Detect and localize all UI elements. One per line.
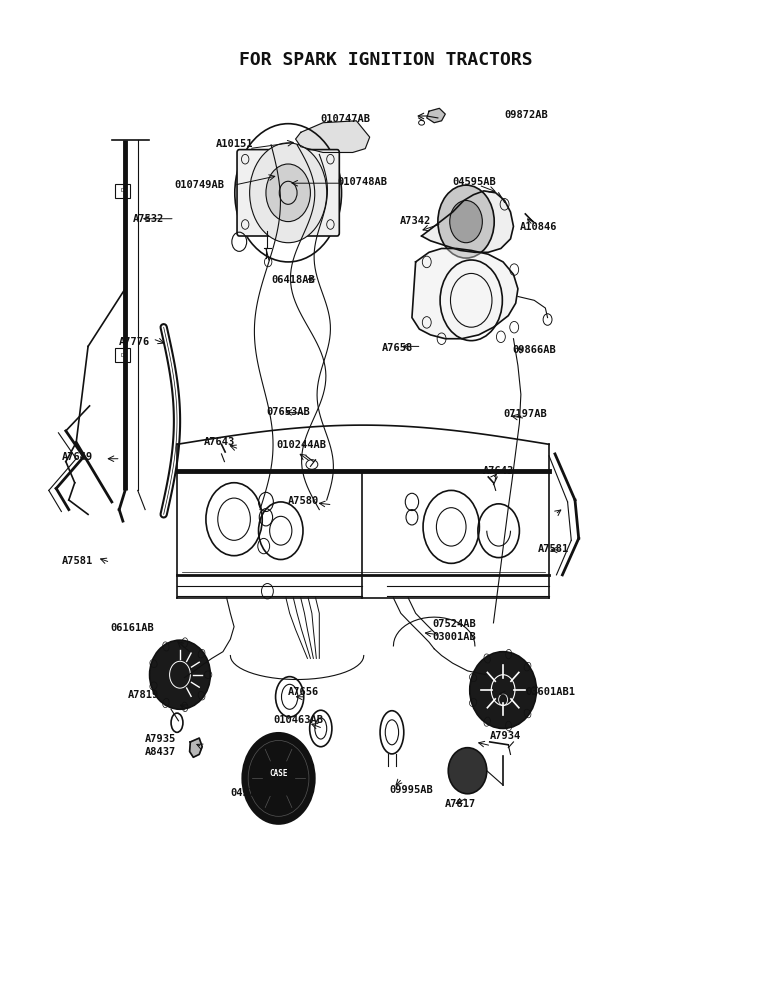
Polygon shape	[412, 248, 518, 339]
Text: A10846: A10846	[520, 222, 557, 232]
Circle shape	[438, 185, 494, 258]
Text: 07197AB: 07197AB	[503, 409, 547, 419]
Text: 010244AB: 010244AB	[276, 440, 327, 450]
Text: FOR SPARK IGNITION TRACTORS: FOR SPARK IGNITION TRACTORS	[239, 51, 533, 69]
Text: 03001AB: 03001AB	[432, 632, 476, 642]
Text: 010463AB: 010463AB	[273, 715, 323, 725]
Circle shape	[266, 164, 310, 222]
Text: A7935: A7935	[145, 734, 176, 744]
Circle shape	[249, 143, 327, 243]
Text: 09995AB: 09995AB	[390, 785, 433, 795]
Text: D: D	[120, 188, 124, 193]
Text: A8437: A8437	[145, 747, 176, 757]
Text: 04595AB: 04595AB	[452, 177, 496, 187]
Text: 06161AB: 06161AB	[110, 623, 154, 633]
Text: 04370AB: 04370AB	[230, 788, 274, 798]
Text: A7934: A7934	[489, 731, 521, 741]
Text: 010748AB: 010748AB	[338, 177, 388, 187]
Text: A7581: A7581	[62, 556, 93, 566]
Ellipse shape	[469, 652, 537, 728]
Text: A7581: A7581	[538, 544, 569, 554]
Polygon shape	[296, 121, 370, 152]
Text: A7342: A7342	[399, 216, 431, 226]
Ellipse shape	[449, 748, 487, 794]
Text: 010749AB: 010749AB	[174, 180, 225, 190]
Text: A7649: A7649	[62, 452, 93, 462]
Text: 03601AB1: 03601AB1	[525, 687, 575, 697]
Text: A10151: A10151	[215, 139, 253, 149]
Text: 09866AB: 09866AB	[512, 345, 556, 355]
Text: 09872AB: 09872AB	[505, 110, 548, 120]
Ellipse shape	[150, 640, 210, 709]
Text: 06418AB: 06418AB	[271, 275, 315, 285]
Text: A7656: A7656	[288, 687, 320, 697]
Bar	[115, 348, 130, 362]
Bar	[115, 184, 130, 198]
Text: A7817: A7817	[445, 799, 476, 809]
Text: A7532: A7532	[133, 214, 164, 224]
Ellipse shape	[242, 733, 315, 824]
Text: 010747AB: 010747AB	[320, 114, 371, 124]
Text: 07524AB: 07524AB	[432, 619, 476, 629]
Text: D: D	[120, 353, 124, 358]
Text: A7658: A7658	[382, 343, 414, 353]
Text: A7580: A7580	[288, 496, 320, 506]
Polygon shape	[427, 108, 445, 123]
Text: A7643: A7643	[482, 466, 513, 476]
Text: A7643: A7643	[204, 437, 235, 447]
Text: A7819: A7819	[128, 690, 159, 700]
Text: A7776: A7776	[119, 337, 151, 347]
Text: 07653AB: 07653AB	[266, 407, 310, 417]
Polygon shape	[422, 191, 513, 252]
Polygon shape	[190, 738, 202, 757]
Text: CASE: CASE	[269, 769, 288, 778]
FancyBboxPatch shape	[237, 150, 340, 236]
Circle shape	[450, 200, 482, 243]
